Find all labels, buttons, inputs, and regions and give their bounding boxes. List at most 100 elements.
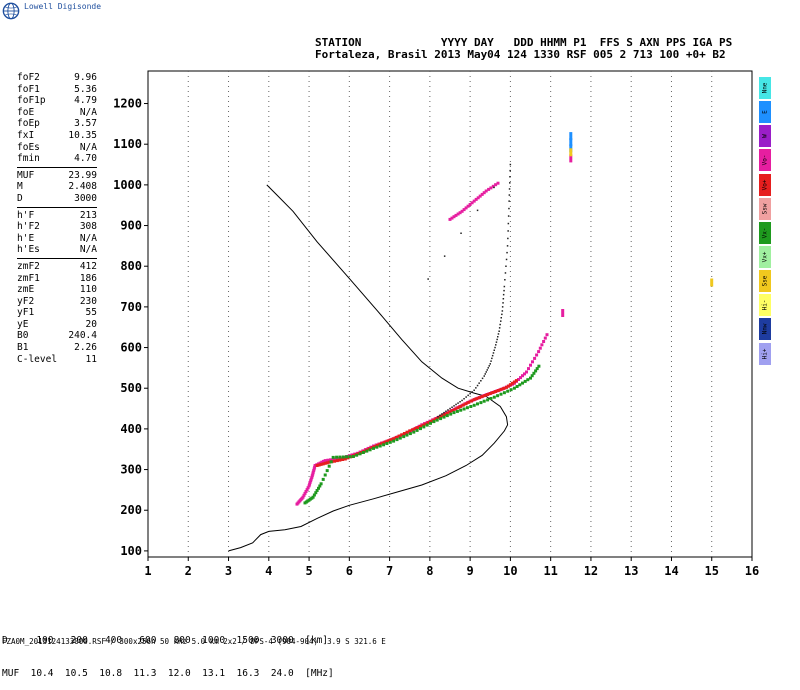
param-row: B1 2.26 xyxy=(17,342,97,354)
trace-vo--point xyxy=(408,429,412,433)
trace-ordinary-trace-point xyxy=(509,176,511,178)
param-row: B0 240.4 xyxy=(17,330,97,342)
trace-ordinary-trace-point xyxy=(441,413,443,415)
trace-n-spread-point xyxy=(569,132,573,141)
trace-vo--point xyxy=(448,410,452,414)
trace-ordinary-trace-point xyxy=(501,313,503,316)
trace-ordinary-trace-point xyxy=(460,232,462,234)
param-row: yF2 230 xyxy=(17,296,97,308)
trace-vo-upper-point xyxy=(478,194,482,198)
trace-vx--point xyxy=(455,409,459,413)
trace-ordinary-trace-point xyxy=(451,406,453,408)
param-name: zmF1 xyxy=(17,272,40,284)
trace-vo--point xyxy=(504,385,508,389)
trace-ordinary-trace-point xyxy=(453,405,455,407)
ionogram-chart: 1 2 3 4 5 6 7 8 9 10 11 12 13 14 15 1610020030040050060… xyxy=(113,70,759,578)
trace-vo--point xyxy=(384,440,388,444)
trace-vx--point xyxy=(445,414,449,418)
trace-ordinary-trace-point xyxy=(491,357,493,360)
trace-ordinary-trace-point xyxy=(481,377,484,380)
x-tick-label: 1 xyxy=(144,564,151,578)
param-row: zmF2 412 xyxy=(17,261,97,273)
legend-swatch-sse: Sse xyxy=(759,270,771,293)
trace-vo-upper-point xyxy=(472,199,476,203)
trace-ordinary-trace-point xyxy=(445,410,447,412)
trace-ordinary-trace-point xyxy=(509,163,512,166)
trace-ordinary-trace-point xyxy=(483,375,485,377)
trace-vo--point xyxy=(335,459,339,463)
trace-vo--point xyxy=(496,389,500,392)
trace-vx--point xyxy=(368,448,372,452)
param-value: N/A xyxy=(79,244,97,256)
param-name: h'Es xyxy=(17,244,40,256)
param-row: fmin 4.70 xyxy=(17,153,97,165)
x-tick-label: 9 xyxy=(467,564,474,578)
trace-vo-upper-point xyxy=(484,189,488,193)
trace-vo--point xyxy=(312,469,316,473)
trace-vx--point xyxy=(388,440,392,444)
trace-vo--point xyxy=(376,443,379,447)
param-value: N/A xyxy=(79,232,97,244)
trace-vo--point xyxy=(313,464,317,467)
legend-swatch-e: E xyxy=(759,101,771,124)
trace-vx--point xyxy=(518,383,522,387)
trace-vo-upper-point xyxy=(491,184,495,188)
param-row: zmF1 186 xyxy=(17,273,97,285)
param-value: 20 xyxy=(85,318,97,330)
station-header-labels: STATION YYYY DAY DDD HHMM P1 FFS S AXN P… xyxy=(315,36,733,49)
trace-ordinary-trace-point xyxy=(495,344,497,346)
y-tick-label: 1000 xyxy=(113,178,142,192)
param-value: 11 xyxy=(85,353,97,365)
trace-vx--point xyxy=(317,486,320,490)
trace-ordinary-trace-point xyxy=(509,182,511,184)
trace-vx--point xyxy=(465,406,469,410)
trace-ordinary-trace-point xyxy=(506,251,508,254)
legend-swatch-hi: Hi+ xyxy=(759,342,771,365)
legend-label: Nne xyxy=(761,82,769,94)
trace-ordinary-trace-point xyxy=(509,169,511,172)
param-row: h'F 213 xyxy=(17,210,97,222)
trace-vo-upper-point xyxy=(480,192,484,196)
trace-vo--point xyxy=(309,477,313,481)
trace-vo--point xyxy=(311,470,315,474)
trace-vo--point xyxy=(410,428,414,432)
x-tick-label: 15 xyxy=(705,564,719,578)
trace-vo--point xyxy=(323,461,327,465)
param-name: yF2 xyxy=(17,295,35,307)
param-row: C-level 11 xyxy=(17,354,97,366)
y-tick-label: 200 xyxy=(120,503,142,517)
trace-vo--point xyxy=(392,437,396,441)
legend-swatch-w: W xyxy=(759,125,771,148)
trace-vx--point xyxy=(529,376,532,380)
x-tick-label: 8 xyxy=(426,564,433,578)
scaled-parameters-panel: foF2 9.96 foF1 5.36 foF1p 4.79 foE N/A foEp 3.57 f… xyxy=(17,72,97,365)
trace-vo--point xyxy=(519,376,522,380)
trace-vx--point xyxy=(331,455,335,459)
trace-vo--point xyxy=(529,363,532,367)
trace-ordinary-trace-point xyxy=(489,363,491,365)
trace-vo-upper-point xyxy=(450,216,454,220)
trace-vo-upper-point xyxy=(460,209,464,213)
trace-vx--point xyxy=(521,381,524,385)
x-tick-label: 3 xyxy=(225,564,232,578)
trace-vo--point xyxy=(508,383,512,387)
trace-vx--point xyxy=(415,428,419,432)
trace-ordinary-trace-point xyxy=(484,373,486,375)
trace-ordinary-trace-point xyxy=(493,186,495,189)
trace-ordinary-trace-point xyxy=(506,245,509,247)
trace-vx--point xyxy=(311,495,315,499)
trace-vx--point xyxy=(419,427,422,431)
trace-ordinary-trace-point xyxy=(508,207,510,210)
param-name: D xyxy=(17,192,23,204)
trace-vo--point xyxy=(545,333,549,337)
trace-vx--point xyxy=(402,435,406,439)
logo-text: Lowell Digisonde xyxy=(24,2,102,11)
trace-ordinary-trace-point xyxy=(498,330,500,332)
trace-ordinary-trace-point xyxy=(500,317,502,319)
param-row: D 3000 xyxy=(17,193,97,205)
trace-vo--point xyxy=(531,360,534,364)
y-tick-label: 600 xyxy=(120,341,142,355)
polarization-legend: Nne E W Vo- Vo+ Ssw Vx- Vx+ Sse Hi- Nnw Hi+ xyxy=(759,77,771,367)
trace-ordinary-trace-point xyxy=(492,352,495,354)
trace-vx--point xyxy=(315,489,319,492)
